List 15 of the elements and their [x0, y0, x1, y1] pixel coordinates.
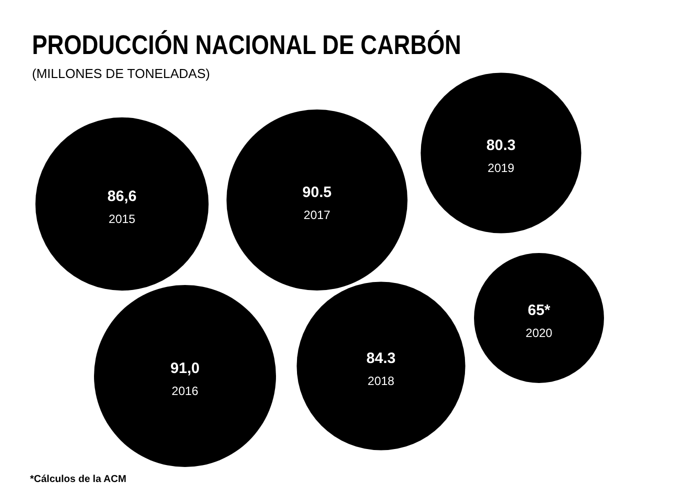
text: *Cálculos de la ACM [30, 474, 126, 485]
data-label: 86,6 [107, 188, 137, 205]
data-label: 65* [528, 302, 550, 319]
text: (MILLONES DE TONELADAS) [32, 66, 210, 81]
data-label: 84.3 [366, 350, 396, 367]
category-label: 2017 [304, 208, 331, 222]
category-label: 2019 [488, 161, 515, 175]
category-label: 2015 [108, 212, 136, 226]
text: PRODUCCIÓN NACIONAL DE CARBÓN [32, 30, 462, 61]
category-label: 2020 [526, 326, 553, 340]
data-label: 91,0 [170, 360, 200, 377]
category-label: 2018 [368, 374, 395, 388]
data-label: 90.5 [302, 184, 332, 201]
data-label: 80.3 [486, 137, 516, 154]
category-label: 2016 [172, 384, 199, 398]
